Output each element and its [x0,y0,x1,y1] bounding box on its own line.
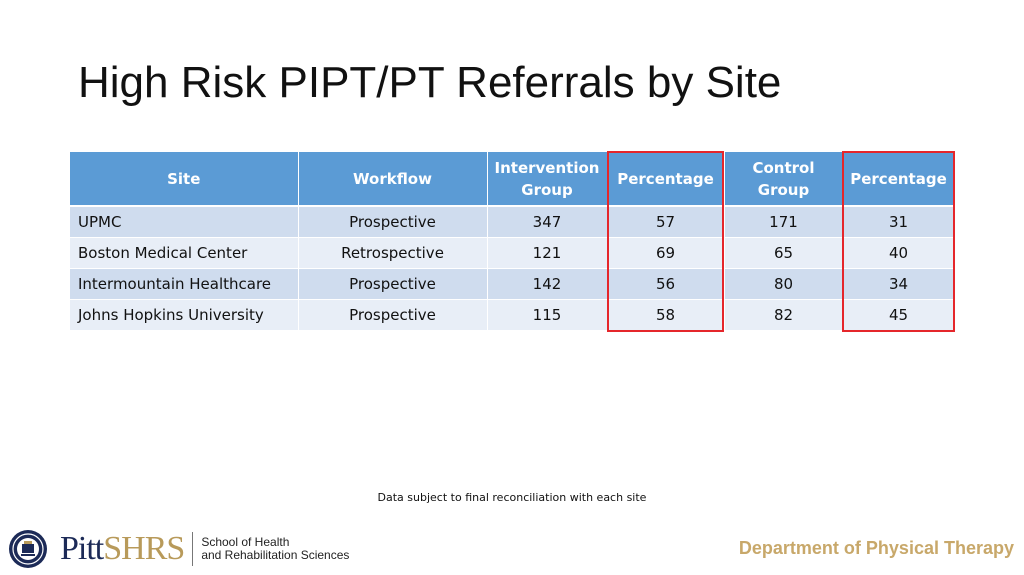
cell-workflow: Retrospective [298,237,488,269]
header-workflow: Workflow [298,152,488,207]
cell-control-group: 171 [724,206,844,238]
cell-intervention-group: 347 [487,206,608,238]
pitt-shrs-logo: PittSHRS School of Health and Rehabilita… [8,529,349,569]
table-row: Boston Medical Center Retrospective 121 … [70,237,955,269]
cell-intervention-percentage: 69 [607,237,725,269]
cell-intervention-group: 121 [487,237,608,269]
school-line-1: School of Health [201,535,290,549]
cell-control-group: 65 [724,237,844,269]
cell-intervention-group: 142 [487,268,608,300]
cell-control-percentage: 40 [843,237,955,269]
footnote: Data subject to final reconciliation wit… [377,491,647,504]
referrals-table: Site Workflow Intervention Group Percent… [70,152,955,331]
logo-divider [192,532,194,566]
header-site: Site [70,152,299,207]
cell-intervention-percentage: 57 [607,206,725,238]
cell-intervention-percentage: 58 [607,299,725,331]
school-line-2: and Rehabilitation Sciences [201,548,350,562]
pitt-shrs-wordmark: PittSHRS [60,530,185,568]
cell-site: Intermountain Healthcare [70,268,299,300]
table-row: Intermountain Healthcare Prospective 142… [70,268,955,300]
cell-workflow: Prospective [298,206,488,238]
wordmark-pitt: Pitt [60,530,104,567]
cell-control-group: 80 [724,268,844,300]
cell-workflow: Prospective [298,268,488,300]
header-intervention-group: Intervention Group [487,152,608,207]
header-control-group: Control Group [724,152,844,207]
header-control-percentage: Percentage [843,152,955,207]
header-intervention-percentage: Percentage [607,152,725,207]
cell-control-percentage: 31 [843,206,955,238]
wordmark-shrs: SHRS [103,530,185,567]
cell-control-percentage: 45 [843,299,955,331]
cell-intervention-group: 115 [487,299,608,331]
cell-site: Johns Hopkins University [70,299,299,331]
cell-workflow: Prospective [298,299,488,331]
table-row: Johns Hopkins University Prospective 115… [70,299,955,331]
university-seal-icon [9,530,47,568]
cell-control-group: 82 [724,299,844,331]
slide-title: High Risk PIPT/PT Referrals by Site [78,58,782,107]
table-row: UPMC Prospective 347 57 171 31 [70,206,955,238]
department-name: Department of Physical Therapy [738,538,1014,558]
cell-site: Boston Medical Center [70,237,299,269]
cell-intervention-percentage: 56 [607,268,725,300]
cell-control-percentage: 34 [843,268,955,300]
table-header-row: Site Workflow Intervention Group Percent… [70,152,955,207]
school-name: School of Health and Rehabilitation Scie… [201,536,349,562]
cell-site: UPMC [70,206,299,238]
